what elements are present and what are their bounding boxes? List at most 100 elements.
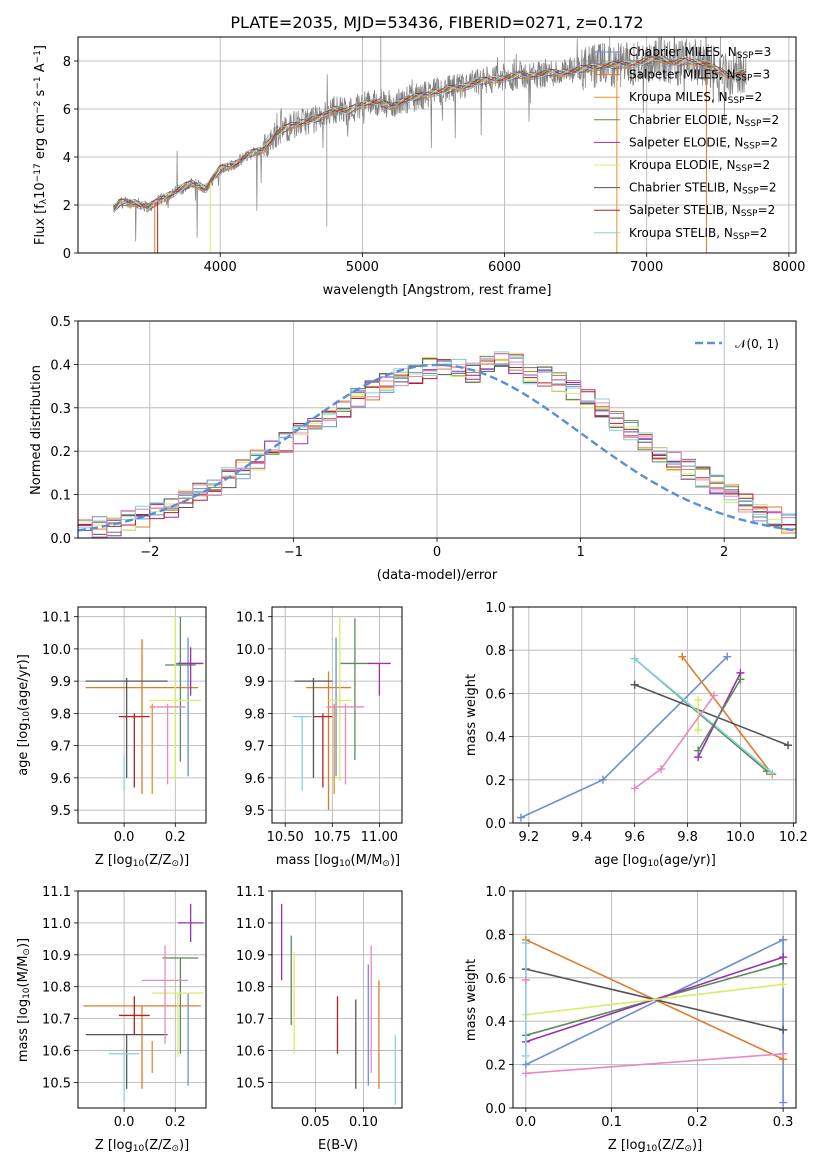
residual-gaussian-line xyxy=(78,363,796,532)
residual-chart-xtick-label: 2 xyxy=(720,545,728,560)
spectrum-chart-ytick-label: 4 xyxy=(63,151,71,166)
spectrum-legend-label-part: SSP xyxy=(736,164,753,174)
age-z-xlabel-part: ⊙ xyxy=(171,859,179,869)
mw-age-chart-point-marker xyxy=(678,652,687,661)
mass-z-chart-ytick-label: 10.6 xyxy=(42,1045,71,1060)
spectrum-ylabel-part: −1 xyxy=(33,50,43,63)
spectrum-legend-label-part: SSP xyxy=(745,119,762,129)
mw-age-chart-xtick-label: 10.0 xyxy=(726,830,755,845)
mass-z-chart-ytick-label: 10.8 xyxy=(42,981,71,996)
mw-z-chart-xtick-label: 0.0 xyxy=(516,1115,537,1130)
residual-ylabel: Normed distribution xyxy=(29,365,44,495)
mw-age-chart-point-marker xyxy=(710,691,719,700)
mw-z-chart-xtick-label: 0.1 xyxy=(601,1115,622,1130)
age-mass-chart-xtick-label: 11.00 xyxy=(361,830,398,845)
mw-age-chart-xtick-label: 9.4 xyxy=(571,830,592,845)
spectrum-legend-label-part: Kroupa STELIB, N xyxy=(629,226,733,240)
age-z-xlabel-part: (Z/Z xyxy=(144,853,171,868)
spectrum-legend-label-part: Salpeter STELIB, N xyxy=(629,203,741,217)
spectrum-xlabel: wavelength [Angstrom, rest frame] xyxy=(323,283,552,298)
age-mass-chart-ytick-label: 10.1 xyxy=(236,611,265,626)
mw-z-chart-point-marker xyxy=(779,1025,788,1034)
mass-ebv-chart-frame xyxy=(271,890,403,1109)
mass-ebv-chart-ytick-label: 10.8 xyxy=(236,981,265,996)
spectrum-legend-label-part: =2 xyxy=(752,158,770,172)
residual-chart-xtick-label: −2 xyxy=(140,545,159,560)
age-mass-xlabel-part: (M/M xyxy=(351,853,383,868)
mw-age-chart-point-marker xyxy=(630,654,639,663)
spectrum-legend-label-part: =2 xyxy=(750,226,768,240)
spectrum-legend-label-part: SSP xyxy=(733,232,750,242)
mw-age-chart-series-line xyxy=(634,684,789,746)
age-mass-chart-ytick-label: 9.6 xyxy=(244,772,265,787)
age-z-xlabel-part: 10 xyxy=(133,859,145,869)
age-z-chart-xtick-label: 0.0 xyxy=(114,830,135,845)
mw-age-chart-series-line xyxy=(520,656,728,819)
spectrum-ylabel-part: 10 xyxy=(33,182,48,199)
age-z-ylabel-part: 10 xyxy=(22,711,32,723)
spectrum-legend-label-part: Chabrier ELODIE, N xyxy=(629,113,745,127)
spectrum-data-line xyxy=(113,37,747,242)
mw-z-xlabel: Z [log10(Z/Z⊙)] xyxy=(608,1138,702,1154)
spectrum-model-line xyxy=(113,56,747,206)
mw-age-chart-point-marker xyxy=(657,765,666,773)
mw-z-chart-point-marker xyxy=(779,1049,788,1058)
mw-age-chart-series-line xyxy=(697,678,742,752)
residual-chart-plot-area xyxy=(78,351,796,538)
spectrum-legend-label-part: =3 xyxy=(752,68,770,82)
mass-z-xlabel-part: )] xyxy=(179,1138,189,1153)
spectrum-legend-label-part: =3 xyxy=(754,45,772,59)
mw-z-chart-ytick-label: 0.2 xyxy=(485,1059,506,1074)
spectrum-ylabel-part: λ xyxy=(39,198,49,204)
spectrum-ylabel-part: −2 xyxy=(33,101,43,114)
age-z-chart-ytick-label: 9.9 xyxy=(50,675,71,690)
spectrum-legend-label: Salpeter MILES, NSSP=3 xyxy=(629,68,770,84)
mass-z-ylabel-part: (M/M xyxy=(16,956,31,988)
spectrum-legend-label-part: Salpeter MILES, N xyxy=(629,68,736,82)
spectrum-legend-label-part: SSP xyxy=(737,51,754,61)
spectrum-legend-label: Salpeter STELIB, NSSP=2 xyxy=(629,203,775,219)
residual-chart: −2 −1 0 1 2 0.0 0.1 0.2 0.3 0.4 0.5 𝒩(0, 1) (data-mo… xyxy=(29,315,797,583)
spectrum-legend-label-part: Salpeter ELODIE, N xyxy=(629,135,743,149)
spectrum-ylabel-part: ] xyxy=(33,45,48,50)
mass-ebv-chart: 0.05 0.10 10.5 10.6 10.7 10.8 10.9 11.0 11.1 E(B-… xyxy=(236,885,403,1153)
spectrum-chart-plot-area xyxy=(113,37,747,253)
mass-ebv-chart-ytick-label: 11.0 xyxy=(236,917,265,932)
mw-z-chart-ytick-label: 0.0 xyxy=(485,1102,506,1117)
spectrum-chart-frame xyxy=(77,36,797,254)
mass-z-chart: 0.0 0.2 10.5 10.6 10.7 10.8 10.9 11.0 11.1 Z [log… xyxy=(16,885,207,1154)
age-mass-chart-frame xyxy=(271,606,403,824)
mw-age-chart-xtick-label: 10.2 xyxy=(779,830,808,845)
mass-z-chart-ytick-label: 10.9 xyxy=(42,949,71,964)
age-mass-xlabel: mass [log10(M/M⊙)] xyxy=(276,853,400,869)
spectrum-legend-label-part: SSP xyxy=(743,142,760,152)
mw-age-chart-point-marker xyxy=(630,680,639,689)
spectrum-chart-xtick-label: 7000 xyxy=(630,260,663,275)
mw-age-chart-xtick-label: 9.6 xyxy=(624,830,645,845)
spectrum-model-line xyxy=(113,58,747,209)
residual-chart-ytick-label: 0.2 xyxy=(50,445,71,460)
mw-z-xlabel-part: ⊙ xyxy=(684,1144,692,1154)
spectrum-ylabel-part: −1 xyxy=(33,76,43,89)
mass-z-xlabel-part: 10 xyxy=(133,1144,145,1154)
mw-age-chart-ytick-label: 0.6 xyxy=(485,687,506,702)
mw-z-xlabel-part: Z [log xyxy=(608,1138,646,1153)
mw-age-chart-xtick-label: 9.8 xyxy=(677,830,698,845)
mass-ebv-chart-ytick-label: 10.9 xyxy=(236,949,265,964)
residual-chart-ytick-label: 0.3 xyxy=(50,402,71,417)
mw-z-chart-ytick-label: 0.4 xyxy=(485,1015,506,1030)
mass-ebv-chart-ytick-label: 10.5 xyxy=(236,1076,265,1091)
spectrum-ylabel: Flux [fλ10−17 erg cm−2 s−1 A−1] xyxy=(33,45,49,245)
residual-xlabel: (data-model)/error xyxy=(377,568,498,583)
age-mass-chart-ytick-label: 9.9 xyxy=(244,675,265,690)
age-mass-xlabel-part: )] xyxy=(390,853,400,868)
spectrum-chart-xtick-label: 4000 xyxy=(204,260,237,275)
spectrum-chart-xtick-label: 5000 xyxy=(346,260,379,275)
mw-z-xlabel-part: )] xyxy=(692,1138,702,1153)
age-mass-chart-plot-area xyxy=(292,616,391,811)
spectrum-chart-ytick-label: 0 xyxy=(63,247,71,262)
mw-age-chart-ytick-label: 0.8 xyxy=(485,644,506,659)
spectrum-ylabel-part: A xyxy=(33,63,48,76)
mass-z-ylabel-part: ⊙ xyxy=(22,948,32,956)
